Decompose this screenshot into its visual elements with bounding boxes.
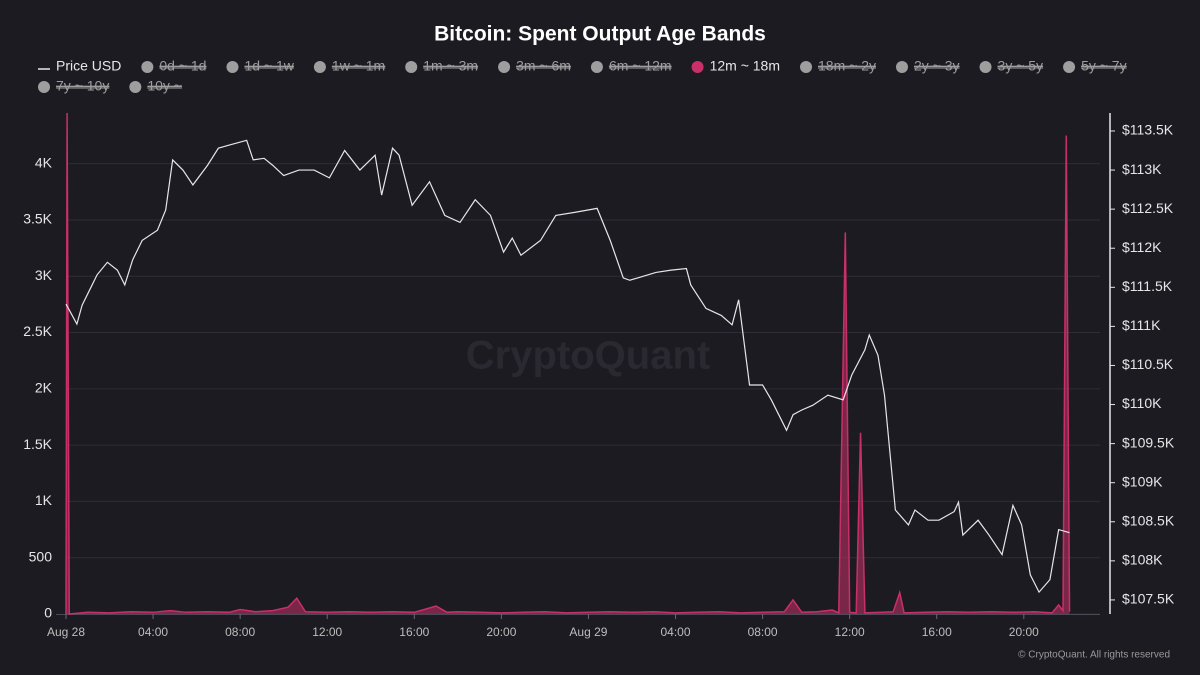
legend-marker — [1063, 61, 1076, 73]
legend-label: 0d ~ 1d — [159, 58, 206, 74]
legend-item: 7y ~ 10y — [38, 78, 110, 94]
legend-item: 1d ~ 1w — [226, 58, 295, 74]
y2-tick-label: $111K — [1122, 317, 1161, 333]
x-tick-label: 16:00 — [922, 625, 952, 639]
legend-item: 12m ~ 18m — [691, 58, 780, 74]
legend-marker — [896, 61, 908, 73]
legend-item: 1m ~ 3m — [405, 58, 479, 74]
y2-tick-label: $113K — [1122, 161, 1162, 177]
y-tick-label: 2K — [35, 380, 53, 396]
x-tick-label: 12:00 — [312, 625, 342, 639]
x-tick-label: Aug 29 — [569, 625, 607, 639]
x-tick-label: 08:00 — [225, 625, 255, 639]
y-tick-label: 3.5K — [23, 211, 52, 227]
legend-item: 6m ~ 12m — [590, 58, 672, 74]
x-tick-label: Aug 28 — [47, 625, 85, 639]
y2-tick-label: $112.5K — [1122, 200, 1174, 216]
y-tick-label: 2.5K — [23, 323, 52, 339]
legend-label: 5y ~ 7y — [1081, 58, 1127, 74]
y2-tick-label: $108.5K — [1122, 512, 1175, 528]
legend-label: 1w ~ 1m — [332, 58, 385, 74]
y-tick-label: 4K — [35, 154, 53, 170]
legend-marker — [979, 61, 992, 73]
y-tick-label: 1K — [35, 492, 53, 508]
x-tick-label: 20:00 — [1009, 625, 1039, 639]
legend-label: 3m ~ 6m — [516, 58, 571, 74]
y2-tick-label: $113.5K — [1122, 122, 1174, 138]
legend-item: 5y ~ 7y — [1063, 58, 1127, 74]
legend-label: 10y ~ — [147, 78, 182, 94]
y-tick-label: 0 — [44, 605, 52, 621]
y2-tick-label: $112K — [1122, 239, 1162, 255]
legend-label: 7y ~ 10y — [56, 78, 109, 94]
legend-item: 3m ~ 6m — [498, 58, 571, 74]
y-tick-label: 1.5K — [23, 436, 52, 452]
x-tick-label: 04:00 — [138, 625, 168, 639]
legend-marker — [226, 61, 239, 73]
legend-item: Price USD — [38, 58, 121, 74]
legend-marker — [590, 61, 603, 73]
legend-item: 18m ~ 2y — [800, 58, 876, 74]
legend-label: 18m ~ 2y — [818, 58, 876, 74]
y-tick-label: 3K — [35, 267, 53, 283]
legend-marker — [405, 61, 418, 73]
legend-label: Price USD — [56, 58, 121, 74]
legend: Price USD 0d ~ 1d 1d ~ 1w 1w ~ 1m 1m ~ 3m 3m … — [38, 58, 1127, 94]
legend-label: 12m ~ 18m — [710, 58, 780, 74]
x-tick-label: 20:00 — [486, 625, 516, 639]
x-tick-label: 12:00 — [835, 625, 865, 639]
legend-marker — [313, 61, 326, 73]
y-tick-label: 500 — [29, 548, 53, 564]
y2-tick-label: $111.5K — [1122, 278, 1173, 294]
y2-tick-label: $109.5K — [1122, 434, 1175, 450]
y2-tick-label: $110K — [1122, 395, 1162, 411]
footer: © CryptoQuant. All rights reserved — [1018, 650, 1170, 661]
y2-tick-label: $107.5K — [1122, 591, 1175, 607]
legend-label: 2y ~ 3y — [914, 58, 960, 74]
legend-label: 1m ~ 3m — [423, 58, 478, 74]
y2-tick-label: $110.5K — [1122, 356, 1174, 372]
legend-marker — [800, 61, 813, 73]
x-tick-label: 08:00 — [748, 625, 778, 639]
x-tick-label: 16:00 — [399, 625, 429, 639]
legend-marker — [498, 61, 511, 73]
legend-item: 2y ~ 3y — [896, 58, 960, 74]
price-line — [65, 139, 1070, 594]
legend-item: 10y ~ — [129, 78, 182, 94]
chart-title: Bitcoin: Spent Output Age Bands — [434, 23, 766, 46]
legend-item: 0d ~ 1d — [141, 58, 207, 74]
legend-label: 1d ~ 1w — [244, 58, 294, 74]
y2-tick-label: $108K — [1122, 552, 1163, 568]
legend-marker — [38, 81, 50, 93]
legend-marker — [129, 81, 142, 93]
legend-item: 1w ~ 1m — [313, 58, 386, 74]
legend-marker — [141, 61, 154, 73]
legend-item: 3y ~ 5y — [979, 58, 1044, 74]
y2-tick-label: $109K — [1122, 473, 1163, 489]
legend-label: 3y ~ 5y — [998, 58, 1044, 74]
watermark: CryptoQuant — [466, 334, 710, 378]
legend-label: 6m ~ 12m — [609, 58, 672, 74]
area-line — [65, 112, 1071, 615]
x-tick-label: 04:00 — [661, 625, 691, 639]
legend-marker — [691, 61, 704, 73]
